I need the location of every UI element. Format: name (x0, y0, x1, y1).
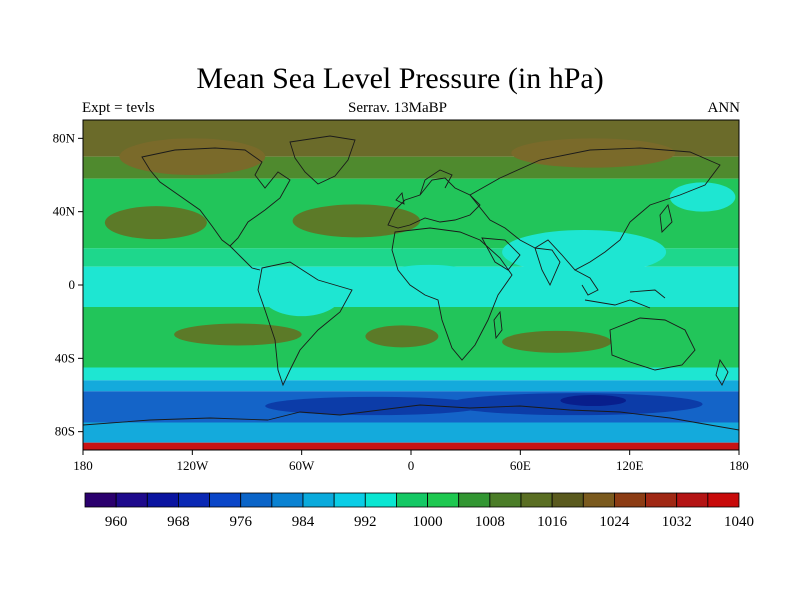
colorbar-box-13 (489, 492, 522, 508)
lon-tick-label: 120W (176, 458, 209, 473)
lon-tick-label: 120E (616, 458, 644, 473)
high-pressure-cell-5 (119, 138, 266, 176)
colorbar-box-16 (582, 492, 615, 508)
colorbar-box-3 (178, 492, 210, 508)
lon-tick-label: 60E (510, 458, 531, 473)
low-pressure-cell-5 (261, 272, 342, 317)
colorbar-label: 1000 (413, 514, 443, 530)
colorbar-label: 976 (229, 514, 252, 530)
pressure-field (83, 120, 739, 450)
season-label: ANN (707, 100, 741, 116)
lat-tick-label: 0 (69, 277, 76, 292)
low-pressure-cell-1 (560, 395, 627, 406)
high-pressure-cell-6 (511, 138, 676, 168)
lat-tick-label: 80N (53, 130, 76, 145)
colorbar-box-19 (676, 492, 709, 508)
high-pressure-cell-2 (174, 323, 302, 346)
colorbar-box-6 (271, 492, 304, 508)
colorbar-label: 1016 (537, 514, 568, 530)
low-pressure-cell-2 (265, 396, 484, 416)
colorbar-label: 1008 (475, 514, 505, 530)
colorbar-box-10 (396, 492, 428, 508)
colorbar-label: 960 (105, 514, 128, 530)
colorbar-box-11 (427, 492, 460, 508)
colorbar-label: 1040 (724, 514, 754, 530)
colorbar-box-0 (84, 492, 117, 508)
colorbar-box-9 (364, 492, 397, 508)
low-pressure-cell-3 (383, 264, 475, 287)
colorbar-box-12 (458, 492, 491, 508)
colorbar-box-8 (333, 492, 366, 508)
low-pressure-cell-4 (502, 230, 667, 274)
high-pressure-cell-3 (365, 325, 439, 348)
coastlines (83, 135, 739, 431)
experiment-label: Expt = tevls (82, 100, 155, 116)
lat-tick-label: 80S (55, 424, 75, 439)
colorbar-box-4 (209, 492, 242, 508)
colorbar-box-20 (707, 492, 740, 508)
plot-title: Mean Sea Level Pressure (in hPa) (196, 62, 604, 95)
colorbar-box-14 (520, 492, 553, 508)
pressure-band-6 (83, 367, 739, 381)
colorbar-box-7 (302, 492, 335, 508)
map-axes: 180 120W 60W 0 60E 120E 180 80N 40N 0 40S 80S (53, 130, 749, 473)
colorbar-box-5 (240, 492, 273, 508)
lon-tick-label: 180 (729, 458, 749, 473)
colorbar-label: 1032 (662, 514, 692, 530)
high-pressure-cell-0 (104, 206, 207, 240)
pressure-band-9 (83, 422, 739, 443)
colorbar-label: 984 (292, 514, 315, 530)
pressure-band-10 (83, 442, 739, 450)
lon-tick-label: 60W (289, 458, 315, 473)
colorbar-box-17 (614, 492, 646, 508)
colorbar-label: 1024 (599, 514, 630, 530)
lon-tick-label: 0 (408, 458, 415, 473)
colorbar-box-15 (551, 492, 584, 508)
lon-tick-label: 180 (73, 458, 93, 473)
pressure-band-7 (83, 380, 739, 392)
high-pressure-cell-4 (502, 330, 612, 353)
lat-tick-label: 40N (53, 204, 76, 219)
colorbar-label: 992 (354, 514, 377, 530)
colorbar-box-2 (146, 492, 179, 508)
high-pressure-cell-1 (292, 204, 421, 238)
period-label: Serrav. 13MaBP (348, 100, 448, 116)
lat-tick-label: 40S (55, 350, 75, 365)
low-pressure-cell-6 (669, 182, 736, 212)
colorbar-box-1 (115, 492, 148, 508)
colorbar-label: 968 (167, 514, 190, 530)
colorbar-box-18 (645, 492, 678, 508)
